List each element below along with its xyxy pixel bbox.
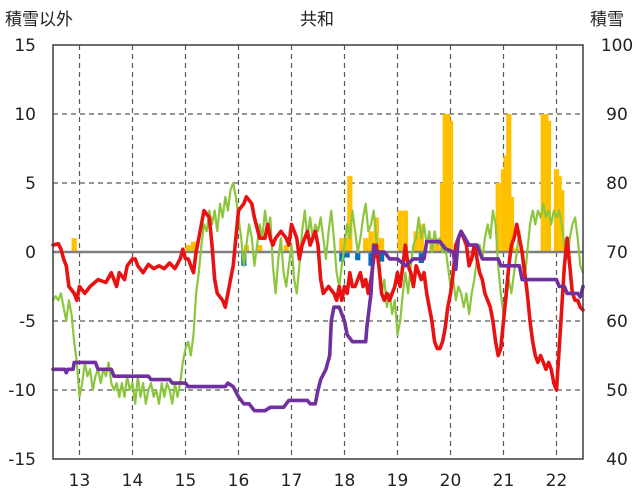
right-tick-label: 80 — [606, 174, 628, 194]
x-tick-label: 13 — [69, 471, 91, 491]
left-axis-label: 積雪以外 — [5, 10, 73, 30]
chart-title: 共和 — [300, 10, 334, 30]
orange-bar — [413, 231, 419, 252]
plot-border — [52, 44, 584, 460]
blue-bar — [368, 252, 374, 266]
orange-bar — [445, 114, 451, 252]
x-tick-label: 22 — [546, 471, 568, 491]
x-tick-label: 16 — [228, 471, 250, 491]
x-tick-label: 15 — [175, 471, 197, 491]
right-tick-label: 90 — [606, 105, 628, 125]
x-tick-label: 18 — [334, 471, 356, 491]
x-tick-label: 19 — [387, 471, 409, 491]
orange-bar — [368, 231, 374, 252]
blue-bar — [379, 252, 385, 262]
right-axis-label: 積雪 — [590, 10, 624, 30]
left-tick-label: 0 — [25, 243, 36, 263]
x-tick-label: 17 — [281, 471, 303, 491]
orange-bar — [503, 155, 509, 252]
right-tick-label: 40 — [606, 450, 628, 470]
right-tick-label: 50 — [606, 381, 628, 401]
orange-bar — [540, 114, 546, 252]
orange-bar — [506, 114, 512, 252]
x-tick-label: 14 — [122, 471, 144, 491]
purple-series-line — [51, 229, 585, 413]
orange-bar — [495, 183, 501, 252]
left-tick-label: -10 — [8, 381, 36, 401]
right-tick-label: 60 — [606, 312, 628, 332]
left-tick-label: 15 — [14, 36, 36, 56]
orange-bar — [500, 169, 507, 252]
right-tick-label: 100 — [601, 36, 633, 56]
orange-bar — [344, 238, 350, 252]
orange-bar — [545, 120, 552, 253]
red-series-line — [51, 195, 585, 392]
orange-bar — [71, 238, 77, 252]
left-tick-label: 5 — [25, 174, 36, 194]
left-tick-label: 10 — [14, 105, 36, 125]
orange-bar — [442, 114, 448, 252]
orange-bar — [363, 238, 369, 252]
left-tick-label: -15 — [8, 450, 36, 470]
orange-bar — [447, 120, 454, 253]
orange-bar — [339, 238, 345, 252]
x-tick-label: 21 — [493, 471, 515, 491]
orange-bar — [543, 114, 549, 252]
orange-bar — [379, 238, 385, 252]
right-tick-label: 70 — [606, 243, 628, 263]
orange-bar — [190, 241, 197, 252]
orange-bar — [347, 176, 353, 252]
left-tick-label: -5 — [19, 312, 36, 332]
orange-bar — [553, 169, 560, 252]
orange-bar — [185, 245, 191, 252]
orange-bar — [508, 196, 515, 252]
blue-bar — [339, 252, 345, 262]
green-series-line — [51, 181, 585, 405]
orange-bar — [439, 183, 446, 252]
orange-bar — [397, 210, 403, 252]
blue-bar — [344, 252, 350, 258]
orange-bar — [283, 245, 289, 252]
blue-bar — [355, 252, 361, 261]
x-tick-label: 20 — [440, 471, 462, 491]
orange-bar — [257, 245, 263, 252]
orange-bar — [402, 210, 409, 252]
